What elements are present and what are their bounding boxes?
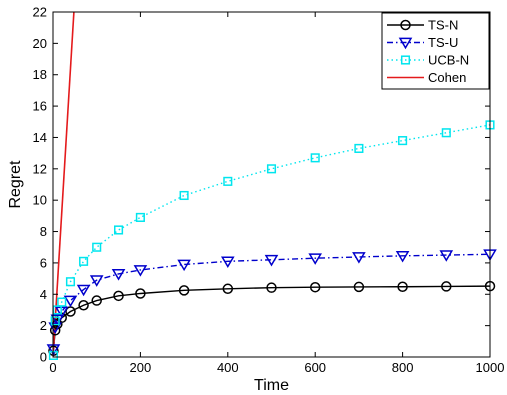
y-tick-label: 10 xyxy=(33,193,47,208)
data-point-ts-u xyxy=(439,250,454,262)
data-point-ts-n xyxy=(441,281,452,292)
x-tick-label: 1000 xyxy=(476,360,505,375)
data-point-ts-n xyxy=(91,295,102,306)
y-tick-label: 20 xyxy=(33,36,47,51)
x-axis-label: Time xyxy=(254,377,289,394)
data-point-ts-n xyxy=(222,283,234,295)
legend-label-ts-n: TS-N xyxy=(428,18,458,33)
data-point-ts-n xyxy=(266,282,277,293)
data-point-ucb-n xyxy=(79,256,89,266)
data-point-ucb-n xyxy=(310,153,320,163)
data-point-ts-u xyxy=(89,275,104,287)
data-point-ts-u xyxy=(352,252,366,264)
data-point-ts-u xyxy=(133,265,148,277)
legend-label-ts-u: TS-U xyxy=(428,35,458,50)
data-point-ucb-n xyxy=(354,143,364,153)
data-point-ts-n xyxy=(353,281,365,293)
series-line-cohen xyxy=(53,12,75,357)
data-point-ucb-n xyxy=(114,225,124,235)
y-axis-label: Regret xyxy=(7,160,24,209)
data-point-ts-n xyxy=(309,281,321,293)
data-point-ts-u xyxy=(50,314,65,327)
data-point-ts-u xyxy=(48,322,62,334)
legend: TS-N TS-U UCB-N Cohen xyxy=(381,12,490,90)
data-point-ts-u xyxy=(220,256,235,269)
y-tick-label: 16 xyxy=(33,99,47,114)
data-point-ts-u xyxy=(111,269,126,281)
data-point-ucb-n xyxy=(179,190,189,201)
data-point-ucb-n xyxy=(92,242,102,252)
legend-label-cohen: Cohen xyxy=(428,70,466,85)
data-point-ts-u xyxy=(63,295,78,308)
y-tick-label: 4 xyxy=(40,287,47,302)
data-point-ts-n xyxy=(113,290,124,302)
data-point-ts-n xyxy=(78,300,89,311)
data-point-ucb-n xyxy=(266,164,277,174)
y-tick-label: 6 xyxy=(40,255,47,270)
data-point-ts-u xyxy=(76,284,91,297)
x-tick-label: 600 xyxy=(304,360,326,375)
y-tick-label: 8 xyxy=(40,224,47,239)
y-tick-label: 0 xyxy=(40,350,47,365)
y-tick-label: 12 xyxy=(33,161,47,176)
legend-marker-ts-u xyxy=(398,37,413,50)
legend-label-ucb-n: UCB-N xyxy=(428,53,469,68)
data-point-ucb-n xyxy=(135,212,145,222)
y-tick-label: 14 xyxy=(33,130,47,145)
x-tick-label: 0 xyxy=(49,360,56,375)
x-tick-label: 200 xyxy=(130,360,152,375)
data-point-ts-u xyxy=(308,253,323,265)
data-point-ts-u xyxy=(177,259,191,272)
x-tick-label: 800 xyxy=(392,360,414,375)
data-point-ucb-n xyxy=(50,316,60,326)
data-point-ts-u xyxy=(264,254,279,267)
plot-frame xyxy=(52,11,491,358)
data-point-ts-n xyxy=(178,285,190,296)
y-tick-label: 18 xyxy=(33,67,47,82)
data-point-ucb-n xyxy=(398,136,408,146)
data-point-ts-u xyxy=(395,250,410,263)
data-point-ts-n xyxy=(135,288,146,299)
x-tick-label: 400 xyxy=(217,360,239,375)
data-point-ucb-n xyxy=(65,277,76,287)
legend-marker-ucb-n xyxy=(400,55,411,65)
data-point-ucb-n xyxy=(441,128,451,138)
data-point-ucb-n xyxy=(223,176,233,186)
data-point-ucb-n xyxy=(57,297,67,307)
y-tick-label: 2 xyxy=(40,318,47,333)
y-tick-label: 22 xyxy=(33,5,47,20)
data-point-ts-n xyxy=(397,281,408,292)
legend-marker-ts-n xyxy=(400,19,411,31)
